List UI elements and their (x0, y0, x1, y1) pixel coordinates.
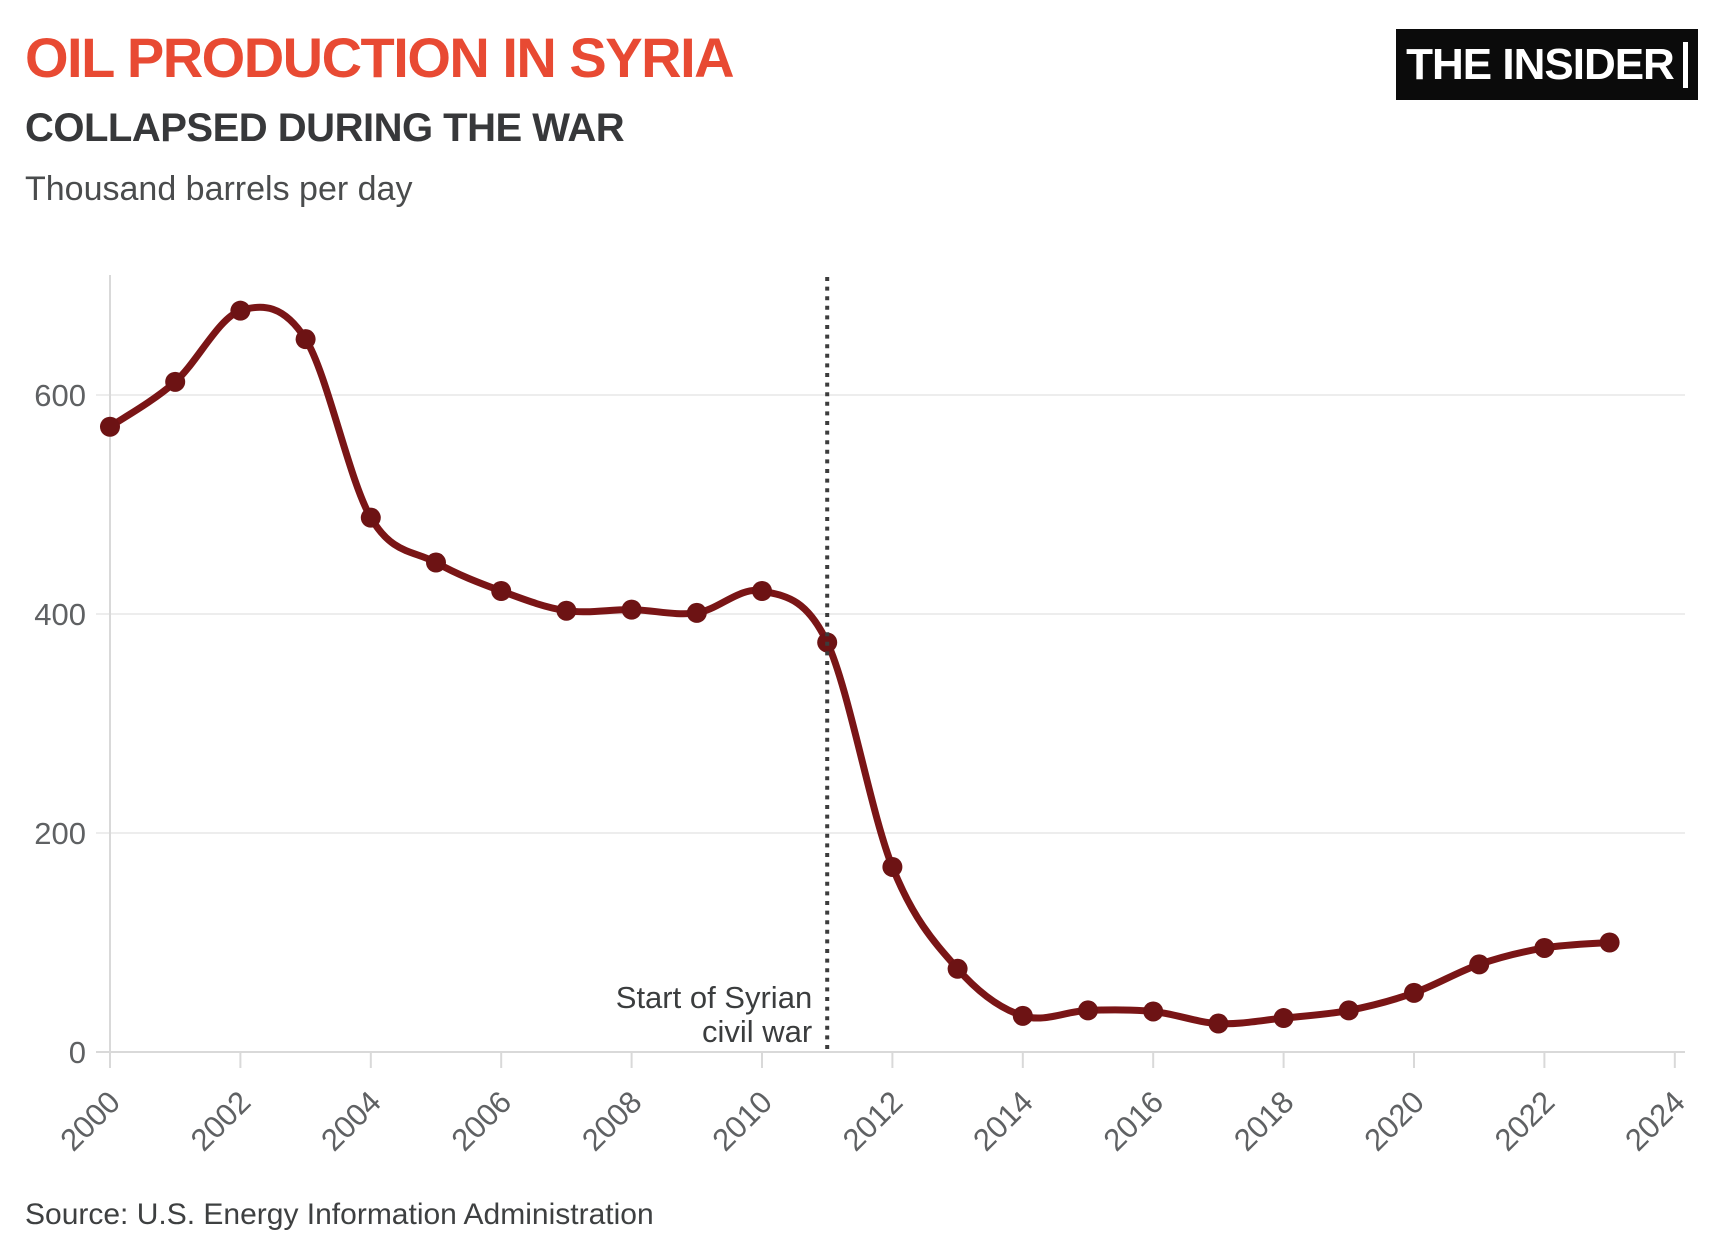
x-axis-label-2010: 2010 (705, 1084, 779, 1158)
data-point-2014 (1012, 1005, 1033, 1026)
data-point-2020 (1404, 982, 1424, 1003)
data-point-2018 (1273, 1008, 1294, 1029)
data-point-2003 (295, 329, 316, 350)
data-point-2005 (426, 552, 446, 573)
vline-annotation-line1: Start of Syrian (616, 980, 812, 1015)
x-axis-label-2006: 2006 (445, 1084, 519, 1158)
chart-subtitle: COLLAPSED DURING THE WAR (25, 106, 625, 150)
vline-annotation-line2: civil war (702, 1014, 812, 1049)
production-line-chart: 0 200 400 600 2000 2002 2004 2006 2008 2010 2012 20… (0, 230, 1732, 1190)
data-point-2021 (1469, 954, 1490, 975)
chart-units-label: Thousand barrels per day (25, 170, 413, 208)
data-point-2001 (165, 371, 186, 392)
data-point-2006 (491, 581, 512, 602)
data-point-2022 (1534, 937, 1555, 958)
data-point-2015 (1078, 1000, 1098, 1021)
data-point-2000 (100, 416, 120, 437)
data-point-2023 (1599, 932, 1620, 953)
x-axis-label-2012: 2012 (836, 1084, 910, 1158)
production-line (106, 303, 1614, 1028)
x-axis-label-2022: 2022 (1488, 1084, 1562, 1158)
x-axis-label-2024: 2024 (1618, 1084, 1692, 1158)
data-point-2010 (752, 581, 772, 602)
x-axis-label-2014: 2014 (966, 1084, 1040, 1158)
data-point-2016 (1143, 1001, 1164, 1022)
chart-title: OIL PRODUCTION IN SYRIA (25, 26, 735, 89)
x-axis-label-2016: 2016 (1097, 1084, 1171, 1158)
x-axis-label-2020: 2020 (1357, 1084, 1431, 1158)
x-axis-label-2002: 2002 (184, 1084, 258, 1158)
data-point-2013 (947, 958, 968, 979)
data-point-2017 (1208, 1013, 1229, 1034)
x-axis-label-2000: 2000 (53, 1084, 127, 1158)
y-axis-label-200: 200 (34, 816, 86, 851)
logo-cursor-bar (1682, 41, 1688, 88)
x-axis-label-2004: 2004 (314, 1084, 388, 1158)
x-axis-label-2018: 2018 (1227, 1084, 1301, 1158)
data-point-2019 (1338, 1000, 1359, 1021)
logo-text: THE INSIDER (1406, 39, 1675, 89)
data-point-2008 (621, 599, 642, 620)
data-point-2002 (230, 300, 251, 321)
data-point-2009 (686, 602, 707, 623)
data-point-2007 (556, 600, 577, 621)
y-axis-label-400: 400 (34, 597, 86, 632)
y-axis-label-0: 0 (69, 1035, 86, 1070)
data-point-2004 (360, 507, 381, 528)
x-axis-label-2008: 2008 (575, 1084, 649, 1158)
y-axis-label-600: 600 (34, 378, 86, 413)
source-attribution: Source: U.S. Energy Information Administ… (25, 1198, 654, 1231)
the-insider-logo: THE INSIDER (1396, 29, 1698, 100)
chart-svg: 0 200 400 600 2000 2002 2004 2006 2008 2010 2012 20… (34, 275, 1692, 1158)
data-point-2012 (882, 856, 903, 877)
